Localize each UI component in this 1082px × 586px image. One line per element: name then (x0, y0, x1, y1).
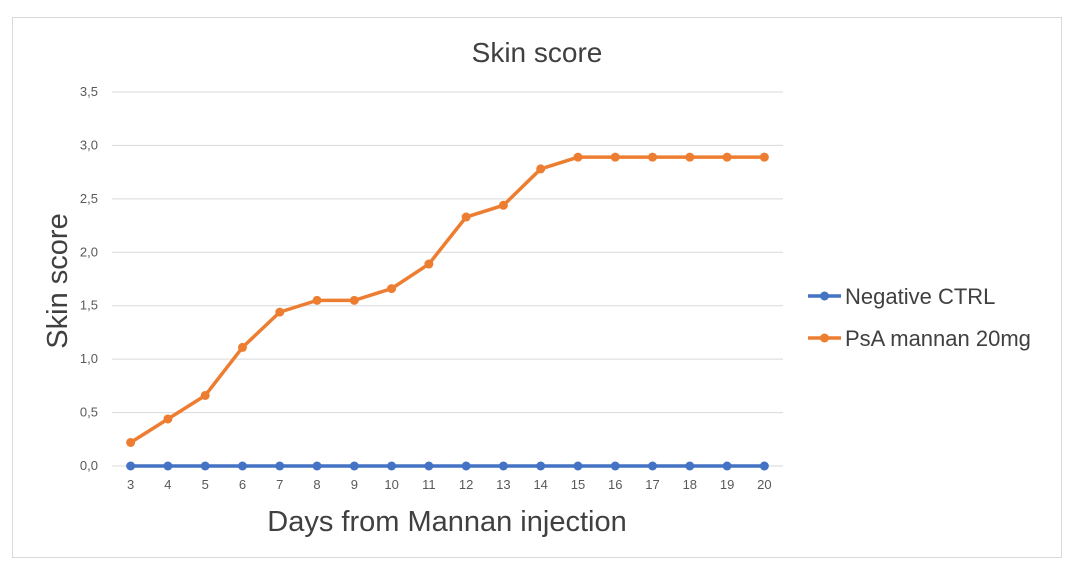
y-tick-label: 0,0 (80, 458, 98, 473)
data-point (648, 152, 658, 162)
data-point (275, 461, 285, 471)
data-point (498, 200, 508, 210)
x-tick-label: 14 (533, 477, 547, 492)
x-tick-label: 19 (720, 477, 734, 492)
x-tick-label: 3 (127, 477, 134, 492)
x-tick-label: 12 (459, 477, 473, 492)
data-point (424, 259, 434, 269)
data-point (722, 152, 732, 162)
data-point (312, 295, 322, 305)
x-tick-labels: 3 4 5 6 7 8 9 10 11 12 13 14 15 16 17 18 19 20 (127, 477, 772, 492)
y-tick-label: 1,5 (80, 298, 98, 313)
data-point (610, 152, 620, 162)
y-tick-label: 3,5 (80, 84, 98, 99)
data-point (163, 461, 173, 471)
chart-title: Skin score (472, 37, 603, 68)
data-point (237, 342, 247, 352)
data-point (200, 390, 210, 400)
legend-label: PsA mannan 20mg (845, 326, 1031, 351)
data-point (685, 461, 695, 471)
data-point (349, 461, 359, 471)
y-tick-label: 3,0 (80, 137, 98, 152)
data-point (275, 307, 285, 317)
x-tick-label: 11 (422, 477, 436, 492)
x-tick-label: 5 (202, 477, 209, 492)
x-tick-label: 8 (313, 477, 320, 492)
data-point (573, 152, 583, 162)
data-point (461, 212, 471, 222)
data-point (237, 461, 247, 471)
x-tick-label: 4 (164, 477, 171, 492)
data-point (387, 284, 397, 294)
x-tick-label: 20 (757, 477, 771, 492)
legend-label: Negative CTRL (845, 284, 995, 309)
x-axis-title: Days from Mannan injection (267, 506, 626, 538)
data-point (200, 461, 210, 471)
series-1 (126, 152, 769, 447)
data-point (126, 437, 136, 447)
data-point (424, 461, 434, 471)
y-axis-title: Skin score (42, 213, 74, 348)
series-0 (126, 461, 769, 471)
legend-point-marker (820, 291, 829, 301)
legend-item: PsA mannan 20mg (808, 326, 1031, 351)
x-tick-label: 18 (683, 477, 697, 492)
data-point (312, 461, 322, 471)
x-tick-label: 6 (239, 477, 246, 492)
gridlines (112, 91, 783, 467)
x-tick-label: 7 (276, 477, 283, 492)
data-point (126, 461, 136, 471)
x-tick-label: 16 (608, 477, 622, 492)
y-tick-label: 2,0 (80, 244, 98, 259)
data-point (759, 461, 769, 471)
x-tick-label: 17 (645, 477, 659, 492)
x-tick-label: 13 (496, 477, 510, 492)
y-tick-label: 0,5 (80, 405, 98, 420)
y-tick-labels: 0,0 0,5 1,0 1,5 2,0 2,5 3,0 3,5 (80, 84, 98, 473)
data-point (685, 152, 695, 162)
data-point (536, 461, 546, 471)
legend-point-marker (820, 333, 829, 343)
data-point (498, 461, 508, 471)
legend-item: Negative CTRL (808, 284, 995, 309)
data-point (722, 461, 732, 471)
data-point (610, 461, 620, 471)
series-lines (126, 152, 769, 471)
data-point (461, 461, 471, 471)
series-line (128, 155, 767, 445)
data-point (648, 461, 658, 471)
y-tick-label: 1,0 (80, 351, 98, 366)
x-tick-label: 10 (384, 477, 398, 492)
data-point (536, 164, 546, 174)
y-tick-label: 2,5 (80, 191, 98, 206)
legend: Negative CTRL PsA mannan 20mg (808, 284, 1031, 351)
data-point (349, 295, 359, 305)
data-point (759, 152, 769, 162)
data-point (163, 414, 173, 424)
data-point (387, 461, 397, 471)
x-tick-label: 15 (571, 477, 585, 492)
data-point (573, 461, 583, 471)
x-tick-label: 9 (351, 477, 358, 492)
